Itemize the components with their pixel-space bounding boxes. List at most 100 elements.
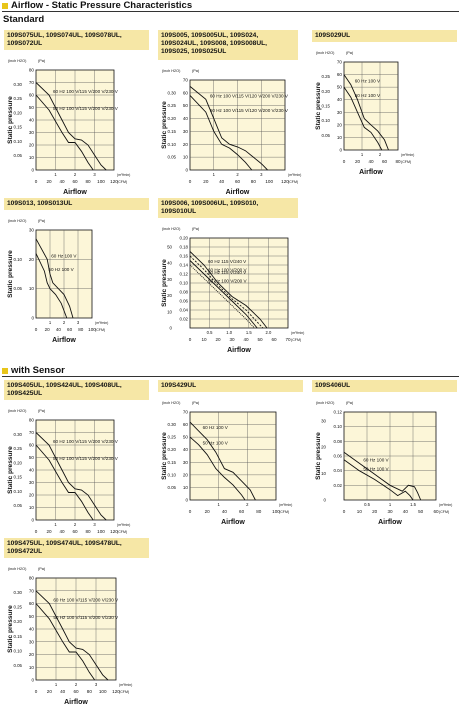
tick-label-cfm: 80: [87, 689, 93, 694]
tick-label-cfm: 20: [215, 337, 221, 342]
tick-label-cfm: 100: [265, 179, 273, 184]
series-label: 60 Hz 100 V: [51, 253, 77, 258]
tick-label-inch: 0.02: [179, 317, 188, 322]
tick-label-cfm: 0: [35, 529, 38, 534]
tick-label-pa: 20: [337, 122, 343, 127]
tick-label-cfm: 100: [99, 689, 107, 694]
tick-label-pa: 10: [321, 471, 326, 476]
tick-label-cfm: 40: [219, 179, 225, 184]
series-line: [189, 86, 268, 171]
x-unit-m3: (m³/min): [117, 173, 130, 177]
tick-label-inch: 0.15: [13, 475, 22, 480]
tick-label-inch: 0.25: [167, 435, 176, 440]
page-title: Airflow - Static Pressure Characteristic…: [11, 0, 193, 11]
series-line: [189, 251, 268, 329]
x-axis-label: Airflow: [221, 519, 245, 526]
tick-label-cfm: 0: [189, 179, 192, 184]
tick-label-cfm: 50: [418, 509, 424, 514]
series-label: 50 Hz 100 V: [355, 93, 381, 98]
tick-label-pa: 20: [321, 445, 326, 450]
tick-label-cfm: 40: [60, 689, 66, 694]
tick-label-pa: 0: [31, 678, 34, 683]
series-label: 60 Hz 100 V/115 V/200 V/230 V: [53, 439, 119, 444]
tick-label-inch: 0.25: [13, 446, 22, 451]
series-line: [189, 421, 256, 501]
series-label: 50 Hz 100 V/115 V/200 V/230 V: [53, 106, 119, 111]
tick-label-pa: 40: [29, 118, 35, 123]
tick-label-inch: 0.15: [167, 129, 176, 134]
tick-label-inch: 0.05: [13, 286, 22, 291]
tick-label-pa: 0: [31, 168, 34, 173]
tick-label-pa: 60: [29, 93, 35, 98]
tick-label-cfm: 120: [112, 689, 120, 694]
series-label: 50 Hz 100 V: [48, 267, 74, 272]
tick-label-pa: 70: [29, 588, 35, 593]
y-unit-pa: (Pa): [192, 69, 200, 73]
series-line: [343, 459, 414, 501]
series-label: 50 Hz 100 V: [203, 441, 229, 446]
tick-label-inch: 0.10: [13, 489, 22, 494]
title-rule: [2, 11, 459, 12]
y-unit-inch: (inch H2O): [162, 69, 181, 73]
tick-label-inch: 0.10: [13, 139, 22, 144]
tick-label-pa: 30: [29, 639, 35, 644]
tick-label-m3: 3: [77, 320, 80, 325]
tick-label-cfm: 0: [343, 159, 346, 164]
model-label: 109S405UL, 109S424UL, 109S408UL, 109S425…: [4, 380, 149, 400]
x-axis-label: Airflow: [226, 189, 250, 196]
tick-label-pa: 40: [29, 627, 35, 632]
tick-label-m3: 2: [236, 172, 239, 177]
tick-label-inch: 0.08: [333, 439, 342, 444]
tick-label-inch: 0.10: [333, 424, 342, 429]
tick-label-pa: 30: [321, 418, 326, 423]
y-axis-label: Static pressure: [7, 250, 14, 298]
series-line: [343, 74, 389, 151]
tick-label-cfm: 60: [433, 509, 439, 514]
tick-label-m3: 1: [49, 320, 52, 325]
series-line: [35, 253, 68, 319]
tick-label-inch: 0.05: [167, 485, 176, 490]
tick-label-cfm: 70: [285, 337, 291, 342]
tick-label-pa: 10: [29, 505, 35, 510]
tick-label-pa: 50: [167, 245, 172, 250]
x-unit-m3: (m³/min): [288, 173, 301, 177]
x-unit-m3: (m³/min): [117, 523, 130, 527]
x-unit-cfm: (CFM): [401, 160, 411, 164]
tick-label-inch: 0.10: [13, 257, 22, 262]
y-unit-pa: (Pa): [192, 227, 200, 231]
model-label: 109S429UL: [158, 380, 303, 392]
series-line: [35, 590, 109, 681]
tick-label-cfm: 120: [110, 179, 118, 184]
tick-label-cfm: 0: [343, 509, 346, 514]
tick-label-inch: 0.16: [179, 254, 188, 259]
tick-label-pa: 80: [29, 576, 35, 581]
tick-label-cfm: 0: [189, 337, 192, 342]
tick-label-pa: 70: [29, 430, 35, 435]
model-label: 109S029UL: [312, 30, 457, 42]
tick-label-pa: 40: [167, 261, 172, 266]
tick-label-cfm: 20: [47, 689, 53, 694]
chart-svg: (inch H2O) (Pa)1 20102030405060700.050.100…: [161, 401, 292, 526]
series-label: 50 Hz 100 V/115 V/200 V/230 V: [53, 615, 119, 620]
tick-label-pa: 0: [339, 148, 342, 153]
y-unit-inch: (inch H2O): [316, 51, 335, 55]
model-label: 109S005, 109S005UL, 109S024, 109S024UL, …: [158, 30, 298, 60]
tick-label-pa: 0: [170, 326, 173, 331]
tick-label-cfm: 100: [97, 529, 105, 534]
y-axis-label: Static pressure: [161, 259, 168, 307]
tick-label-pa: 20: [167, 293, 172, 298]
y-unit-pa: (Pa): [38, 567, 46, 571]
tick-label-m3: 2: [379, 152, 382, 157]
tick-label-pa: 80: [29, 68, 35, 73]
tick-label-pa: 60: [337, 72, 343, 77]
tick-label-m3: 1.0: [226, 330, 232, 335]
tick-label-pa: 30: [29, 228, 35, 233]
tick-label-pa: 50: [29, 455, 35, 460]
chart-svg: (inch H2O) (Pa)1 2 30102030405060700.050.10…: [161, 69, 301, 196]
tick-label-pa: 10: [29, 665, 35, 670]
section-sensor: with Sensor: [11, 365, 65, 376]
tick-label-cfm: 20: [45, 327, 51, 332]
tick-label-cfm: 20: [46, 529, 52, 534]
x-axis-label: Airflow: [64, 699, 88, 706]
tick-label-inch: 0.02: [333, 483, 342, 488]
